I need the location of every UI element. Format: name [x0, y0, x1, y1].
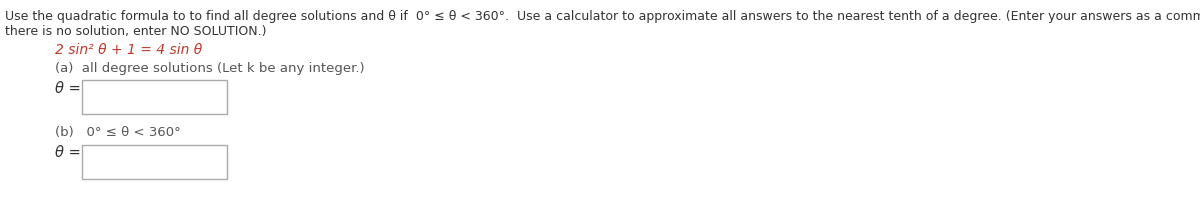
Text: 2 sin² θ + 1 = 4 sin θ: 2 sin² θ + 1 = 4 sin θ: [55, 43, 203, 57]
Text: θ =: θ =: [55, 145, 80, 160]
Text: there is no solution, enter NO SOLUTION.): there is no solution, enter NO SOLUTION.…: [5, 25, 266, 38]
FancyBboxPatch shape: [82, 145, 227, 179]
FancyBboxPatch shape: [82, 80, 227, 114]
Text: θ =: θ =: [55, 81, 80, 96]
Text: Use the quadratic formula to to find all degree solutions and θ if  0° ≤ θ < 360: Use the quadratic formula to to find all…: [5, 10, 1200, 23]
Text: (a)  all degree solutions (Let k be any integer.): (a) all degree solutions (Let k be any i…: [55, 62, 365, 75]
Text: (b)   0° ≤ θ < 360°: (b) 0° ≤ θ < 360°: [55, 126, 181, 139]
